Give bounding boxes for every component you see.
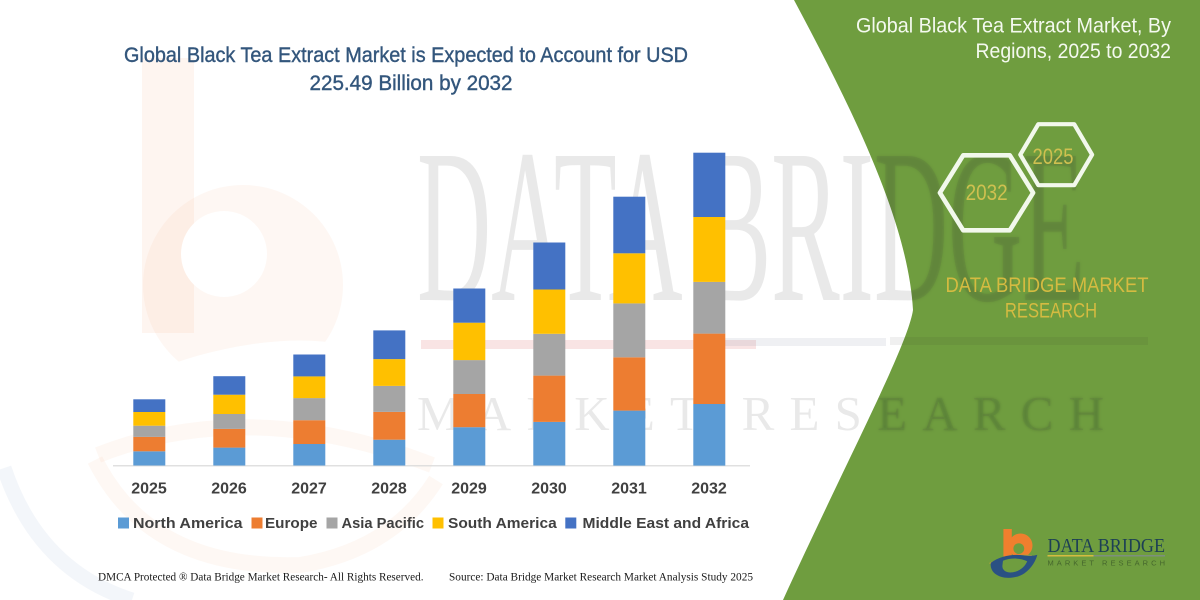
svg-text:2026: 2026	[211, 481, 247, 498]
svg-text:2030: 2030	[531, 481, 567, 498]
svg-text:North America: North America	[133, 516, 244, 532]
svg-text:2027: 2027	[291, 481, 327, 498]
svg-text:2032: 2032	[691, 481, 727, 498]
svg-text:Middle East and Africa: Middle East and Africa	[583, 516, 751, 532]
svg-text:Asia Pacific: Asia Pacific	[342, 516, 425, 532]
svg-text:2029: 2029	[451, 481, 487, 498]
svg-text:South America: South America	[448, 516, 558, 532]
svg-text:2031: 2031	[611, 481, 647, 498]
svg-text:MARKET RESEARCH: MARKET RESEARCH	[1048, 559, 1166, 568]
svg-text:Source: Data Bridge Market Res: Source: Data Bridge Market Research Mark…	[449, 572, 753, 584]
svg-text:2032: 2032	[966, 180, 1008, 205]
svg-text:2025: 2025	[1033, 144, 1074, 169]
svg-text:DATA BRIDGE: DATA BRIDGE	[417, 104, 1085, 348]
svg-text:MARKET RESEARCH: MARKET RESEARCH	[417, 386, 1104, 441]
svg-text:2025: 2025	[131, 481, 167, 498]
svg-text:Global Black Tea Extract Marke: Global Black Tea Extract Market, By	[856, 14, 1171, 38]
svg-text:Global Black Tea Extract Marke: Global Black Tea Extract Market is Expec…	[124, 43, 688, 67]
svg-text:DATA BRIDGE MARKET: DATA BRIDGE MARKET	[946, 274, 1149, 297]
svg-text:225.49 Billion by 2032: 225.49 Billion by 2032	[310, 71, 513, 95]
svg-text:Regions, 2025 to 2032: Regions, 2025 to 2032	[976, 39, 1172, 63]
svg-text:Europe: Europe	[265, 516, 318, 532]
svg-text:2028: 2028	[371, 481, 407, 498]
svg-text:RESEARCH: RESEARCH	[1005, 299, 1097, 322]
svg-text:DATA BRIDGE: DATA BRIDGE	[1048, 535, 1166, 557]
svg-text:DMCA Protected ® Data Bridge M: DMCA Protected ® Data Bridge Market Rese…	[98, 572, 424, 584]
